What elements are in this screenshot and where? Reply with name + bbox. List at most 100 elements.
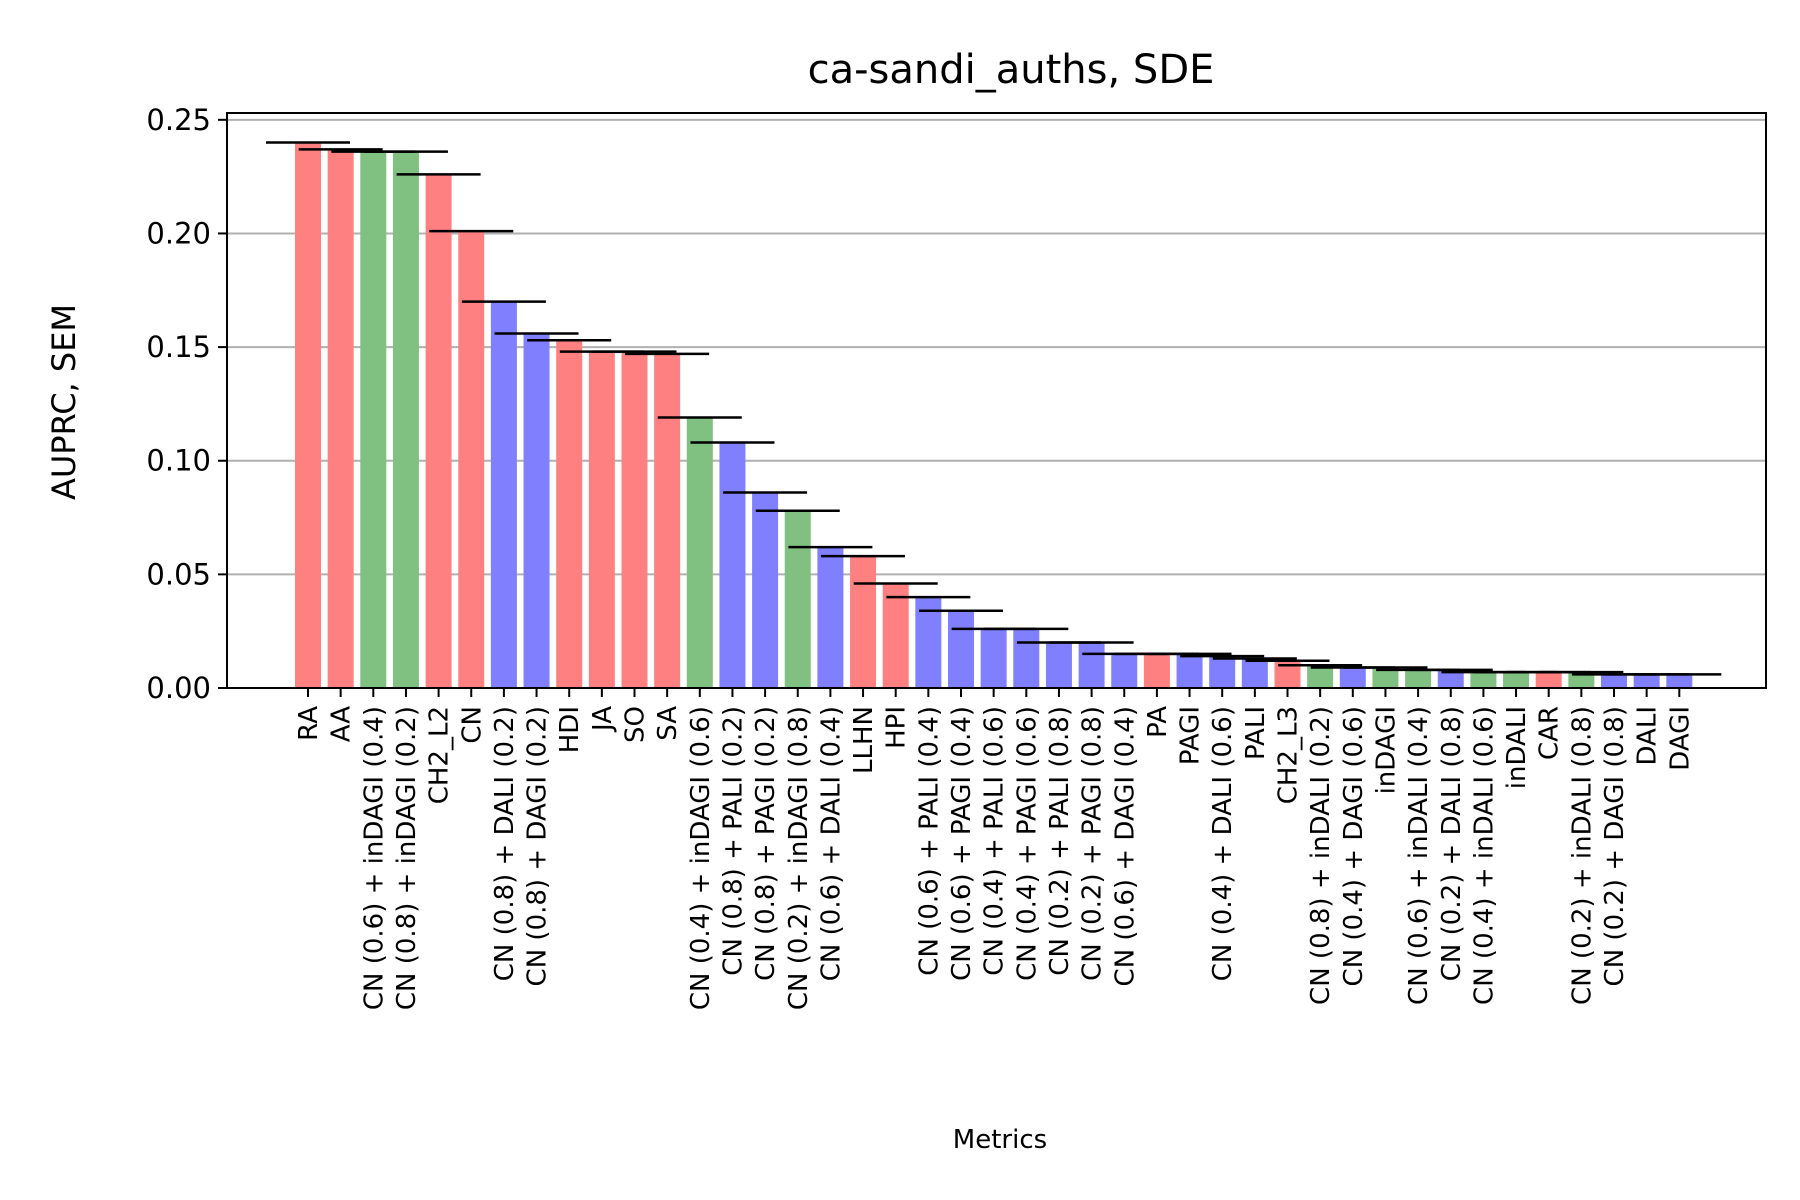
x-tick-label: CH2_L3	[1274, 706, 1304, 804]
bar	[360, 151, 387, 689]
x-tick-label: PA	[1143, 706, 1173, 738]
x-tick-label: CN (0.2) + DALI (0.8)	[1437, 706, 1467, 981]
bar	[523, 333, 550, 688]
bar	[1535, 672, 1562, 688]
x-tick-label: LLHN	[849, 706, 879, 774]
x-tick-label: CN (0.4) + PAGI (0.6)	[1012, 706, 1042, 981]
y-axis-ticks: 0.00 0.05 0.10 0.15 0.20 0.25	[146, 103, 227, 705]
x-tick-label: CN (0.8) + PALI (0.2)	[718, 706, 748, 976]
bar	[784, 510, 811, 688]
bar	[458, 231, 485, 688]
x-tick-label: HPI	[882, 706, 912, 749]
bar	[654, 353, 681, 688]
bar	[1176, 653, 1203, 688]
bar	[850, 556, 877, 688]
error-lines	[266, 141, 1722, 676]
bar	[882, 583, 909, 688]
x-tick-label: CN (0.4) + DALI (0.6)	[1208, 706, 1238, 981]
bar	[327, 149, 354, 688]
x-tick-label: PALI	[1241, 706, 1271, 760]
bar	[1307, 665, 1334, 688]
bar	[1143, 653, 1170, 688]
y-axis-label: AUPRC, SEM	[45, 304, 83, 500]
bar	[1241, 658, 1268, 688]
x-tick-label: CN (0.8) + PAGI (0.2)	[751, 706, 781, 981]
bar	[1601, 674, 1627, 688]
bar	[1405, 669, 1432, 688]
y-tick-label: 0.25	[146, 103, 211, 137]
x-tick-label: CN (0.8) + DALI (0.2)	[490, 706, 520, 981]
x-tick-label: CN (0.4) + DAGI (0.6)	[1339, 706, 1369, 986]
bar	[295, 142, 321, 688]
x-tick-label: DALI	[1633, 706, 1663, 766]
bar	[1470, 672, 1497, 688]
x-tick-label: SO	[621, 706, 651, 743]
chart-title: ca-sandi_auths, SDE	[808, 47, 1215, 93]
x-tick-label: CN (0.6) + inDAGI (0.4)	[359, 706, 389, 1010]
x-tick-label: AA	[327, 706, 357, 743]
bar	[686, 417, 713, 688]
bar	[1209, 656, 1236, 688]
x-tick-label: inDALI	[1502, 706, 1532, 789]
x-tick-label: CN (0.6) + inDALI (0.4)	[1404, 706, 1434, 1005]
bar	[915, 597, 942, 688]
x-tick-label: CN (0.6) + PALI (0.4)	[914, 706, 944, 976]
x-tick-label: JA	[588, 706, 618, 733]
y-tick-label: 0.15	[146, 330, 211, 364]
bar	[556, 340, 583, 688]
x-tick-label: CN (0.2) + inDAGI (0.8)	[784, 706, 814, 1010]
bar	[1111, 653, 1138, 688]
bar	[1339, 667, 1366, 688]
bar	[1045, 642, 1072, 688]
bar	[1503, 672, 1530, 688]
bar	[1013, 628, 1040, 688]
x-tick-label: CH2_L2	[425, 706, 455, 804]
x-tick-label: CN	[457, 706, 487, 744]
x-tick-label: CAR	[1535, 706, 1565, 760]
bar	[1568, 672, 1595, 688]
x-tick-label: CN (0.6) + PAGI (0.4)	[947, 706, 977, 981]
y-tick-label: 0.20	[146, 216, 211, 250]
x-tick-label: CN (0.4) + inDALI (0.6)	[1469, 706, 1499, 1005]
bar	[588, 351, 615, 688]
bar	[1078, 642, 1105, 688]
x-tick-label: CN (0.2) + DAGI (0.8)	[1600, 706, 1630, 986]
bar	[425, 174, 452, 688]
bar	[817, 547, 844, 688]
bar	[490, 301, 517, 688]
x-tick-label: CN (0.2) + PALI (0.8)	[1045, 706, 1075, 976]
x-tick-label: CN (0.4) + inDAGI (0.6)	[686, 706, 716, 1010]
bar	[1666, 674, 1693, 688]
x-tick-label: CN (0.8) + inDAGI (0.2)	[392, 706, 422, 1010]
x-tick-label: SA	[653, 706, 683, 741]
bar	[980, 628, 1007, 688]
x-tick-label: PAGI	[1176, 706, 1206, 765]
bar	[621, 351, 648, 688]
y-tick-label: 0.00	[146, 671, 211, 705]
bars	[295, 142, 1693, 689]
bar	[1633, 674, 1660, 688]
bar	[752, 492, 779, 688]
x-tick-label: CN (0.2) + PAGI (0.8)	[1078, 706, 1108, 981]
bar	[1437, 669, 1464, 688]
bar	[948, 610, 974, 688]
x-tick-label: CN (0.4) + PALI (0.6)	[980, 706, 1010, 976]
x-tick-label: HDI	[555, 706, 585, 753]
x-tick-label: CN (0.8) + DAGI (0.2)	[523, 706, 553, 986]
x-axis-label: Metrics	[953, 1125, 1047, 1155]
y-tick-label: 0.10	[146, 444, 211, 478]
x-tick-label: CN (0.2) + inDALI (0.8)	[1567, 706, 1597, 1005]
x-tick-label: CN (0.6) + DALI (0.4)	[816, 706, 846, 981]
x-tick-label: CN (0.8) + inDALI (0.2)	[1306, 706, 1336, 1005]
bar	[719, 442, 746, 688]
plot-frame	[226, 112, 1767, 689]
x-axis-ticks: RA AA CN (0.6) + inDAGI (0.4) CN (0.8) + in…	[294, 688, 1695, 1010]
x-tick-label: inDAGI	[1371, 706, 1401, 794]
x-tick-label: CN (0.6) + DAGI (0.4)	[1110, 706, 1140, 986]
x-tick-label: RA	[294, 706, 324, 741]
bar	[1372, 667, 1399, 688]
bar	[392, 151, 419, 689]
y-tick-label: 0.05	[146, 557, 211, 591]
x-tick-label: DAGI	[1665, 706, 1695, 771]
